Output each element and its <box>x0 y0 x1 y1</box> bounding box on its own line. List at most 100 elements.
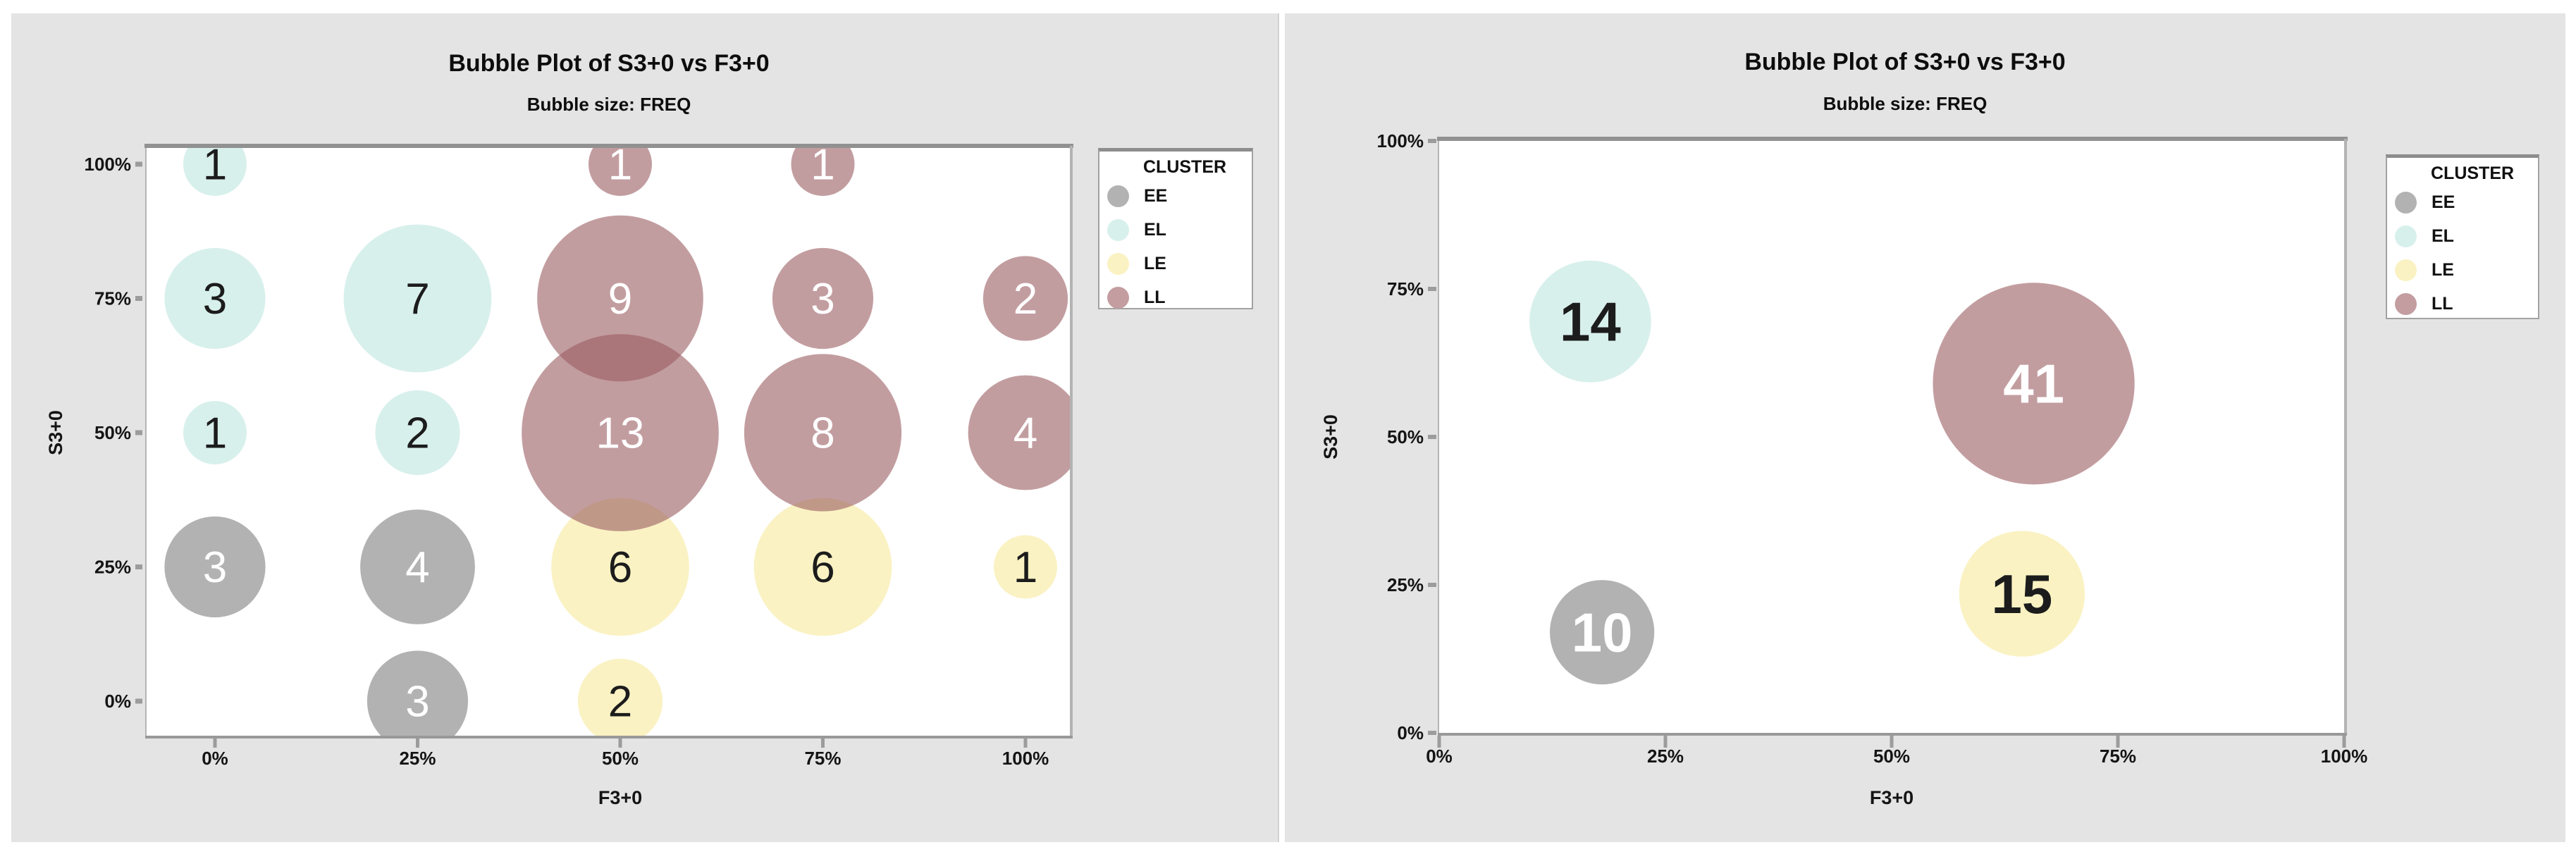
bubble-count-label: 4 <box>405 543 429 592</box>
x-tick-mark <box>2342 736 2346 748</box>
x-tick-label: 50% <box>1873 746 1910 767</box>
bubble-EL <box>375 390 460 476</box>
y-tick-label: 50% <box>1387 426 1424 447</box>
bubble-count-label: 6 <box>608 543 632 592</box>
y-tick-mark <box>1428 583 1436 587</box>
bubble-EE <box>366 650 469 736</box>
chart-subtitle: Bubble size: FREQ <box>526 94 691 115</box>
legend-item-EL: EL <box>1099 213 1252 247</box>
y-axis-title: S3+0 <box>45 410 66 455</box>
legend-swatch-icon <box>2395 292 2417 315</box>
bubble-EL <box>1529 260 1651 383</box>
bubble-EL <box>183 401 247 464</box>
bubble-count-label: 3 <box>811 275 834 323</box>
bubble-LL <box>522 334 719 531</box>
y-tick-mark <box>135 698 142 704</box>
legend-swatch-icon <box>2395 225 2417 247</box>
bubble-count-label: 1 <box>608 141 632 190</box>
legend-swatch-icon <box>1107 286 1129 309</box>
y-axis-line <box>1438 141 1439 733</box>
bubble-count-label: 13 <box>596 409 645 458</box>
legend-label: LL <box>2432 293 2453 314</box>
bubble-LL <box>791 148 855 196</box>
legend-label: EL <box>2432 225 2454 246</box>
bubble-layer <box>1529 260 2135 685</box>
bubble-count-label: 1 <box>203 141 227 190</box>
legend-swatch-icon <box>1107 252 1129 275</box>
x-axis-title: F3+0 <box>1870 787 1913 808</box>
legend-item-LL: LL <box>2387 287 2538 321</box>
wall-right-border <box>1070 146 1073 736</box>
wall-right-border <box>2344 139 2347 734</box>
bubble-LL <box>982 256 1068 341</box>
legend-item-EE: EE <box>1099 179 1252 213</box>
x-tick-mark <box>618 739 622 748</box>
bubble-LE <box>577 658 663 736</box>
y-tick-label: 75% <box>1387 278 1424 299</box>
legend-label: LL <box>1144 287 1166 307</box>
bubble-count-label: 2 <box>608 678 632 727</box>
bubble-LE <box>994 535 1057 599</box>
x-tick-mark <box>1437 736 1441 748</box>
y-tick-mark <box>1428 139 1436 143</box>
bubble-LL <box>1933 283 2135 485</box>
legend-item-LE: LE <box>1099 247 1252 280</box>
y-axis-title: S3+0 <box>1320 414 1341 459</box>
bubble-count-label: 6 <box>811 543 834 592</box>
legend-swatch-icon <box>2395 259 2417 281</box>
legend-item-EL: EL <box>2387 219 2538 253</box>
legend-items: EE EL LE LL <box>1099 179 1252 314</box>
x-tick-label: 0% <box>202 748 228 769</box>
x-axis-title: F3+0 <box>598 787 642 808</box>
bubble-count-label: 2 <box>1013 275 1037 323</box>
y-tick-mark <box>135 296 142 301</box>
legend-label: EE <box>2432 192 2455 212</box>
legend-item-LE: LE <box>2387 253 2538 287</box>
bubble-count-label: 3 <box>203 275 227 323</box>
y-tick-mark <box>135 564 142 569</box>
x-tick-mark <box>416 739 419 748</box>
x-tick-mark <box>1890 736 1894 748</box>
y-tick-mark <box>135 161 142 167</box>
x-tick-mark <box>213 739 217 748</box>
x-tick-label: 0% <box>1426 746 1453 767</box>
bubble-count-label: 15 <box>1992 563 2053 625</box>
y-tick-label: 50% <box>94 422 131 443</box>
x-axis-line <box>1438 733 2347 736</box>
bubble-LL <box>537 215 703 382</box>
bubble-LL <box>968 375 1070 490</box>
x-tick-mark <box>2116 736 2120 748</box>
x-tick-mark <box>1663 736 1668 748</box>
legend-swatch-icon <box>1107 218 1129 241</box>
bubble-EE <box>164 516 266 618</box>
bubble-LL <box>588 148 652 196</box>
y-tick-label: 25% <box>1387 574 1424 595</box>
y-tick-label: 25% <box>94 557 131 578</box>
y-tick-mark <box>1428 731 1436 735</box>
bubble-EE <box>360 509 475 624</box>
bubble-layer <box>164 148 1070 736</box>
x-tick-mark <box>821 739 825 748</box>
legend-swatch-icon <box>1107 185 1129 207</box>
bubble-EE <box>1550 580 1655 685</box>
bubble-EL <box>343 224 492 373</box>
bubble-count-label: 1 <box>203 409 227 458</box>
x-tick-label: 25% <box>399 748 436 769</box>
y-tick-mark <box>1428 435 1436 439</box>
y-axis-line <box>145 148 147 736</box>
y-tick-label: 100% <box>85 154 132 175</box>
x-tick-label: 25% <box>1647 746 1684 767</box>
bubble-count-label: 7 <box>405 275 429 323</box>
bubble-LL <box>772 247 874 350</box>
x-tick-label: 100% <box>1002 748 1049 769</box>
bubble-LE <box>1959 531 2085 657</box>
bubble-count-label: 10 <box>1572 602 1633 664</box>
bubble-LL <box>744 354 902 512</box>
bubble-plot-panel-left: Bubble Plot of S3+0 vs F3+0 Bubble size:… <box>11 13 1279 842</box>
y-tick-label: 75% <box>94 288 131 309</box>
x-tick-label: 100% <box>2321 746 2368 767</box>
bubble-count-label: 1 <box>1013 543 1037 592</box>
bubble-count-label: 9 <box>608 275 632 323</box>
bubble-LE <box>753 498 892 636</box>
